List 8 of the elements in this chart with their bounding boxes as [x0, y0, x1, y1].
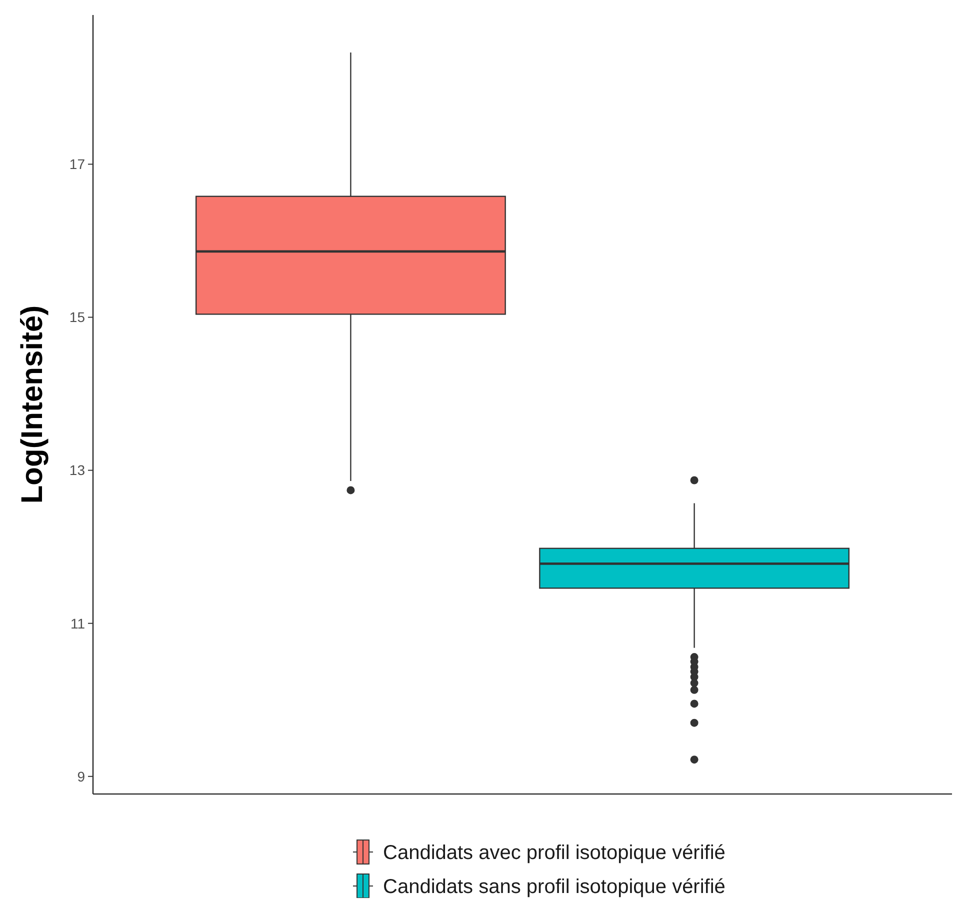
y-axis-title: Log(Intensité)	[16, 305, 49, 504]
y-tick-label: 9	[77, 768, 86, 784]
y-tick-label: 17	[69, 156, 86, 172]
y-tick-label: 11	[70, 615, 86, 632]
y-tick-label: 15	[69, 309, 86, 326]
legend-label: Candidats sans profil isotopique vérifié	[383, 876, 726, 898]
legend-label: Candidats avec profil isotopique vérifié	[383, 842, 726, 864]
y-tick-label: 13	[69, 462, 86, 478]
